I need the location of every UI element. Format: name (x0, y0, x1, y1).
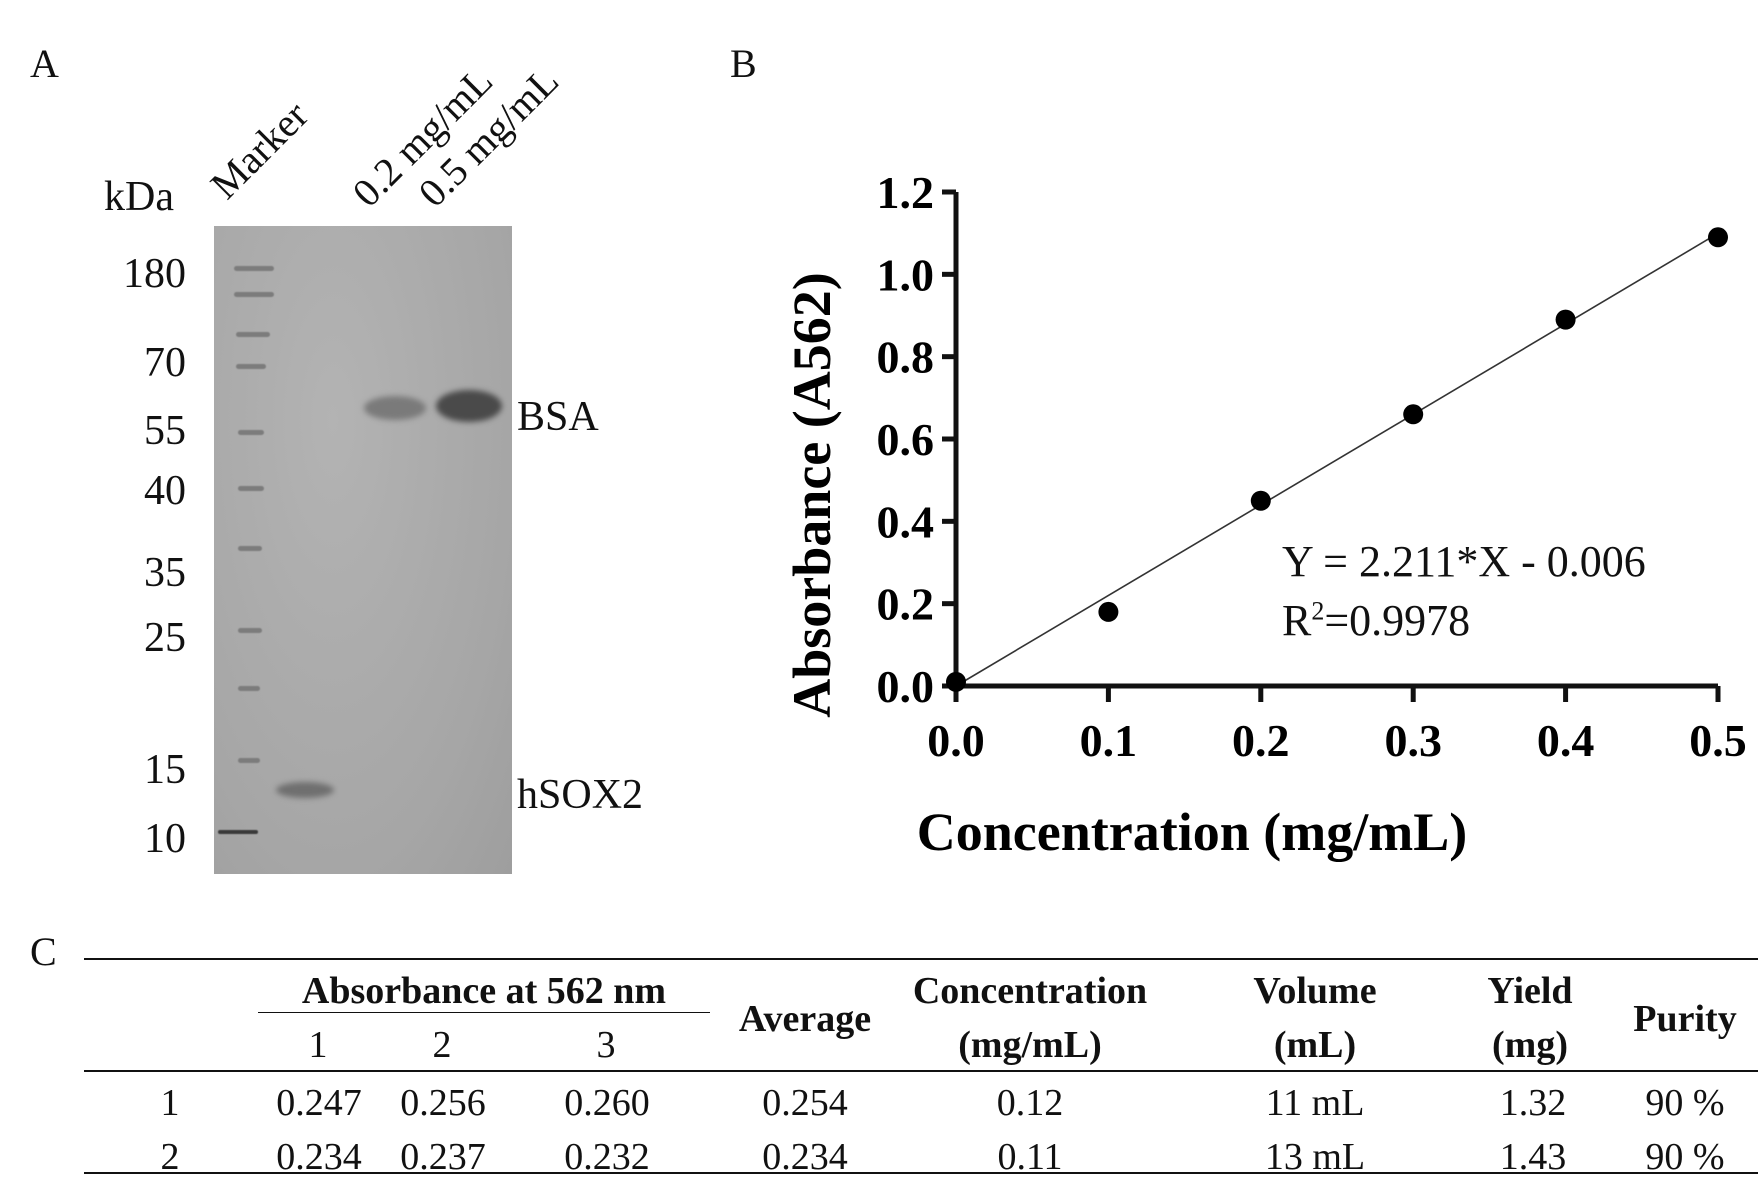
fit-line (955, 232, 1719, 687)
y-tick-label: 1.0 (877, 249, 935, 300)
ladder-band (238, 486, 264, 491)
header-average: Average (738, 998, 872, 1040)
row-2-id: 2 (160, 1136, 180, 1178)
r-squared-superscript: 2 (1311, 596, 1325, 626)
marker-size-15: 15 (144, 747, 186, 793)
y-tick-label: 1.2 (877, 167, 935, 218)
y-tick-label: 0.2 (877, 579, 935, 630)
row-2-a1: 0.234 (276, 1136, 362, 1178)
row-1-a1: 0.247 (276, 1082, 362, 1124)
header-purity: Purity (1633, 998, 1737, 1040)
marker-size-35: 35 (144, 550, 186, 596)
y-tick-label: 0.8 (877, 332, 935, 383)
row-1-volume: 11 mL (1265, 1082, 1365, 1124)
row-2-concentration: 0.11 (997, 1136, 1063, 1178)
x-tick-label: 0.1 (1080, 715, 1138, 766)
bsa-band-0-5 (436, 390, 502, 422)
y-axis-label: Absorbance (A562) (782, 272, 842, 717)
marker-size-10: 10 (144, 816, 186, 862)
data-point (1708, 227, 1728, 248)
marker-size-70: 70 (144, 340, 186, 386)
r-squared: R2=0.9978 (1282, 595, 1470, 646)
row-2-a2: 0.237 (400, 1136, 486, 1178)
ladder-band (238, 628, 262, 633)
ladder-band (236, 364, 266, 369)
ladder-band (238, 686, 260, 691)
row-2-yield: 1.43 (1499, 1136, 1567, 1178)
x-tick-label: 0.0 (927, 715, 985, 766)
gel-image (214, 226, 512, 874)
header-yield-2: (mg) (1492, 1024, 1568, 1066)
header-yield-1: Yield (1487, 970, 1573, 1012)
row-2-purity: 90 % (1645, 1136, 1725, 1178)
row-2-average: 0.234 (762, 1136, 848, 1178)
y-tick-label: 0.0 (877, 661, 935, 712)
header-concentration-2: (mg/mL) (958, 1024, 1102, 1066)
panel-b-letter: B (730, 41, 757, 86)
band-label-bsa: BSA (517, 394, 599, 440)
row-1-id: 1 (160, 1082, 180, 1124)
x-tick-label: 0.5 (1689, 715, 1747, 766)
row-1-a2: 0.256 (400, 1082, 486, 1124)
header-volume-2: (mL) (1273, 1024, 1357, 1066)
header-volume-1: Volume (1253, 970, 1377, 1012)
table-bottom-rule (84, 1172, 1758, 1174)
ladder-band (234, 266, 274, 271)
header-sub-1: 1 (308, 1024, 328, 1066)
header-absorbance-group: Absorbance at 562 nm (301, 970, 667, 1012)
row-1-concentration: 0.12 (996, 1082, 1064, 1124)
row-1-yield: 1.32 (1499, 1082, 1567, 1124)
marker-size-25: 25 (144, 615, 186, 661)
band-label-hsox2: hSOX2 (517, 772, 644, 818)
ladder-band (234, 292, 274, 297)
table-top-rule (84, 958, 1758, 960)
fit-equation: Y = 2.211*X - 0.006 (1282, 537, 1646, 586)
r-squared-value: =0.9978 (1324, 596, 1471, 645)
data-point (1098, 601, 1119, 622)
header-sub-3: 3 (596, 1024, 616, 1066)
r-squared-prefix: R (1282, 596, 1312, 645)
row-1-average: 0.254 (762, 1082, 848, 1124)
bsa-band-0-2 (364, 396, 426, 420)
x-tick-label: 0.2 (1232, 715, 1290, 766)
kda-unit-label: kDa (104, 174, 174, 220)
ladder-band (238, 546, 262, 551)
x-tick-label: 0.3 (1384, 715, 1442, 766)
standard-curve-chart: Absorbance (A562) Concentration (mg/mL) … (782, 167, 1747, 862)
marker-size-55: 55 (144, 408, 186, 454)
ladder-band (238, 758, 260, 763)
data-point (1555, 309, 1576, 330)
data-point (946, 671, 966, 692)
ladder-band (218, 830, 258, 834)
ladder-band (238, 430, 264, 435)
panel-a-letter: A (30, 41, 59, 86)
row-2-volume: 13 mL (1264, 1136, 1366, 1178)
table-header-bottom-rule (84, 1070, 1758, 1072)
lane-label-marker: Marker (201, 92, 317, 208)
marker-size-180: 180 (123, 251, 186, 297)
absorbance-group-rule (258, 1012, 710, 1013)
row-1-purity: 90 % (1645, 1082, 1725, 1124)
header-sub-2: 2 (432, 1024, 452, 1066)
row-1-a3: 0.260 (564, 1082, 650, 1124)
data-point (1403, 404, 1424, 425)
panel-c-letter: C (30, 929, 57, 974)
data-point (1250, 490, 1271, 511)
marker-size-40: 40 (144, 468, 186, 514)
row-2-a3: 0.232 (564, 1136, 650, 1178)
x-tick-label: 0.4 (1537, 715, 1595, 766)
header-concentration-1: Concentration (912, 970, 1148, 1012)
ladder-band (236, 332, 270, 337)
y-tick-label: 0.4 (877, 496, 935, 547)
hsox2-band (276, 782, 334, 798)
y-tick-label: 0.6 (877, 414, 935, 465)
x-axis-label: Concentration (mg/mL) (917, 802, 1467, 862)
